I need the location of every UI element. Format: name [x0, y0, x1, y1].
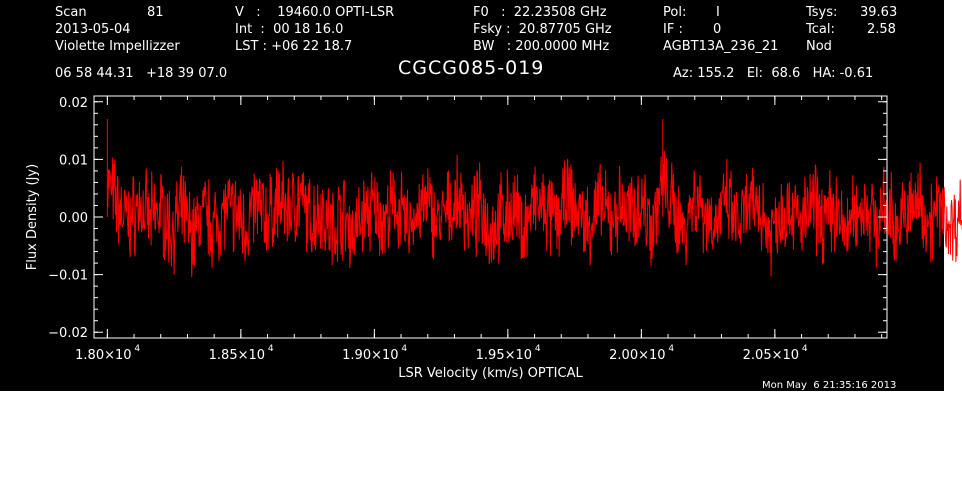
f0-text: F0 : 22.23508 GHz: [473, 5, 607, 20]
fsky-text: Fsky : 20.87705 GHz: [473, 22, 612, 37]
source-title: CGCG085-019: [398, 57, 545, 79]
x-tick-label: 2.00×10: [609, 348, 665, 363]
tsys-label: Tsys:: [806, 5, 838, 20]
if-label: IF :: [663, 22, 683, 37]
y-tick-label: 0.02: [59, 96, 88, 111]
pol-value: I: [716, 5, 720, 20]
tcal-label: Tcal:: [806, 22, 835, 37]
spectrum-line: [106, 150, 962, 278]
coords-text: 06 58 44.31 +18 39 07.0: [55, 66, 228, 81]
tsys-value: 39.63: [860, 5, 898, 20]
scan-value: 81: [147, 5, 164, 20]
y-tick-label: 0.00: [59, 211, 88, 226]
x-tick-exponent: 4: [802, 344, 808, 354]
y-axis-title: Flux Density (Jy): [25, 164, 40, 270]
x-tick-label: 2.05×10: [743, 348, 799, 363]
int-time-text: Int : 00 18 16.0: [235, 22, 344, 37]
azel-text: Az: 155.2 El: 68.6 HA: -0.61: [673, 66, 874, 81]
x-tick-exponent: 4: [535, 344, 541, 354]
x-tick-exponent: 4: [401, 344, 407, 354]
project-text: AGBT13A_236_21: [663, 39, 779, 54]
pol-label: Pol:: [663, 5, 687, 20]
x-tick-exponent: 4: [268, 344, 274, 354]
x-tick-label: 1.85×10: [209, 348, 265, 363]
date-text: 2013-05-04: [55, 22, 131, 37]
x-tick-label: 1.95×10: [476, 348, 532, 363]
x-tick-label: 1.90×10: [342, 348, 398, 363]
nod-text: Nod: [806, 39, 832, 54]
velocity-text: V : 19460.0 OPTI-LSR: [235, 5, 395, 20]
y-tick-label: −0.02: [48, 326, 88, 341]
x-tick-exponent: 4: [134, 344, 140, 354]
timestamp-text: Mon May 6 21:35:16 2013: [762, 380, 897, 391]
y-tick-label: −0.01: [48, 269, 88, 284]
lst-text: LST : +06 22 18.7: [235, 39, 353, 54]
tcal-value: 2.58: [867, 22, 896, 37]
observer-text: Violette Impellizzer: [55, 39, 180, 54]
if-value: 0: [713, 22, 722, 37]
x-axis-title: LSR Velocity (km/s) OPTICAL: [398, 366, 583, 381]
x-tick-exponent: 4: [668, 344, 674, 354]
x-tick-label: 1.80×10: [75, 348, 131, 363]
scan-label: Scan: [55, 5, 87, 20]
y-tick-label: 0.01: [59, 153, 88, 168]
bw-text: BW : 200.0000 MHz: [473, 39, 610, 54]
